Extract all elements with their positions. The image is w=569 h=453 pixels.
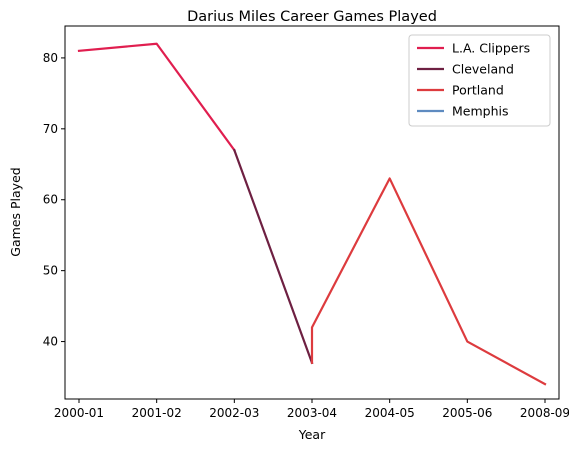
legend-box [408,34,551,127]
x-axis-label: Year [298,427,326,442]
y-tick-label: 40 [43,335,58,349]
x-tick-label: 2004-05 [365,406,415,420]
legend-label: Portland [452,83,504,98]
y-tick-label: 80 [43,51,58,65]
x-tick-label: 2002-03 [209,406,259,420]
x-tick-label: 2003-04 [287,406,337,420]
series-line-portland [310,177,547,386]
y-axis: 40 50 60 70 80 [43,51,65,349]
legend-label: Memphis [452,104,509,119]
y-tick-label: 70 [43,122,58,136]
x-tick-label: 2001-02 [132,406,182,420]
legend-label: L.A. Clippers [452,41,530,56]
legend: L.A. Clippers Cleveland Portland Memphis [408,34,551,127]
x-axis: 2000-01 2001-02 2002-03 2003-04 2004-05 2005-… [54,399,569,420]
y-axis-label: Games Played [8,167,23,256]
y-tick-label: 50 [43,264,58,278]
series-lines [77,42,547,386]
x-tick-label: 2000-01 [54,406,104,420]
legend-label: Cleveland [452,62,514,77]
y-tick-label: 60 [43,193,58,207]
x-tick-label: 2008-09 [520,406,569,420]
chart-title: Darius Miles Career Games Played [187,9,437,25]
x-tick-label: 2005-06 [442,406,492,420]
series-line-cleveland [232,148,314,365]
series-line-l-a-clippers [77,42,236,152]
